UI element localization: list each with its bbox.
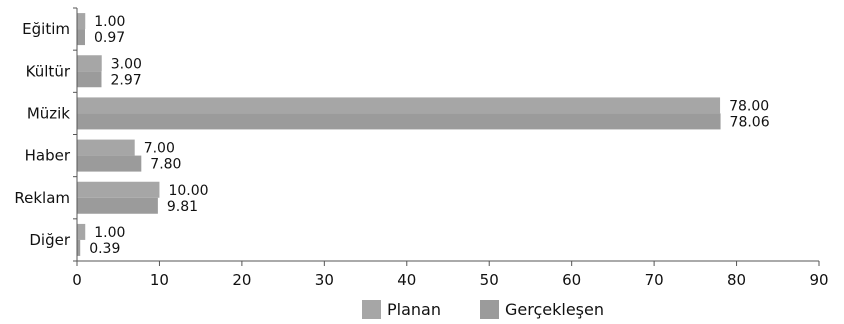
x-tick-label: 10 xyxy=(150,271,169,289)
x-tick-label: 40 xyxy=(397,271,416,289)
data-label: 10.00 xyxy=(168,183,208,199)
data-label: 9.81 xyxy=(167,199,198,215)
bar-gerceklesen xyxy=(77,71,102,88)
data-label: 7.80 xyxy=(150,157,181,173)
legend-label-planan: Planan xyxy=(387,299,441,319)
bar-gerceklesen xyxy=(77,239,81,256)
category-label: Kültür xyxy=(26,62,71,80)
bar-planan xyxy=(77,181,160,198)
data-label: 2.97 xyxy=(110,72,141,88)
x-tick-label: 30 xyxy=(315,271,334,289)
category-label: Reklam xyxy=(14,189,70,207)
category-label: Müzik xyxy=(27,104,70,122)
data-label: 78.06 xyxy=(730,114,770,130)
data-label: 1.00 xyxy=(94,225,125,241)
bar-gerceklesen xyxy=(77,29,85,46)
bar-planan xyxy=(77,55,102,72)
value-labels-layer: 1.000.973.002.9778.0078.067.007.8010.009… xyxy=(89,14,770,257)
bars-layer xyxy=(77,13,721,256)
x-tick-label: 70 xyxy=(645,271,664,289)
data-label: 7.00 xyxy=(144,141,175,157)
data-label: 1.00 xyxy=(94,14,125,30)
x-tick-label: 90 xyxy=(809,271,828,289)
category-labels-layer: Eğitim Kültür Müzik Haber Reklam Diğer xyxy=(14,20,70,249)
legend-item-planan: Planan xyxy=(362,297,441,321)
category-label: Haber xyxy=(25,147,71,165)
axes-layer: 0 10 20 30 40 50 60 70 80 90 xyxy=(72,7,829,289)
x-tick-label: 80 xyxy=(727,271,746,289)
bar-gerceklesen xyxy=(77,113,721,130)
x-tick-label: 0 xyxy=(72,271,82,289)
legend-swatch-planan xyxy=(362,299,381,319)
bar-gerceklesen xyxy=(77,197,158,214)
data-label: 78.00 xyxy=(729,98,769,114)
legend: Planan Gerçekleşen xyxy=(0,297,844,321)
data-label: 0.39 xyxy=(89,241,120,257)
data-label: 3.00 xyxy=(111,56,142,72)
bar-planan xyxy=(77,97,721,114)
x-tick-label: 60 xyxy=(562,271,581,289)
legend-swatch-gerceklesen xyxy=(480,299,499,319)
bar-planan xyxy=(77,13,86,30)
bar-planan xyxy=(77,223,86,240)
x-tick-label: 20 xyxy=(232,271,251,289)
legend-item-gerceklesen: Gerçekleşen xyxy=(480,297,604,321)
category-label: Eğitim xyxy=(22,20,70,38)
data-label: 0.97 xyxy=(94,30,125,46)
bar-gerceklesen xyxy=(77,155,142,172)
bar-planan xyxy=(77,139,135,156)
category-label: Diğer xyxy=(29,231,70,249)
x-tick-label: 50 xyxy=(480,271,499,289)
legend-label-gerceklesen: Gerçekleşen xyxy=(505,299,604,319)
